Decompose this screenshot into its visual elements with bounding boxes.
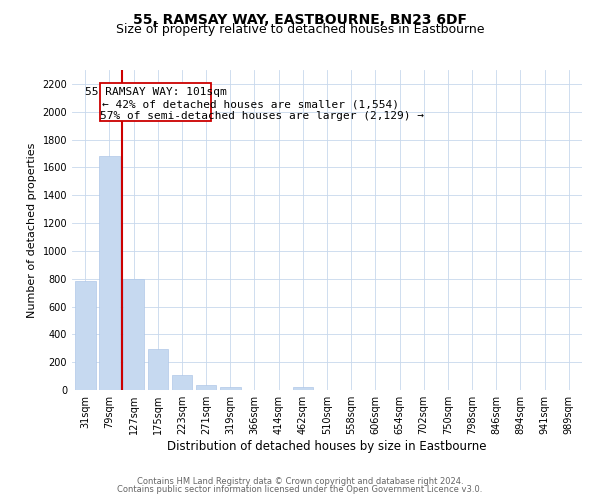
Bar xyxy=(99,156,120,390)
Bar xyxy=(124,278,144,390)
Bar xyxy=(196,385,217,390)
Bar xyxy=(220,386,241,390)
X-axis label: Distribution of detached houses by size in Eastbourne: Distribution of detached houses by size … xyxy=(167,440,487,453)
Bar xyxy=(75,282,95,390)
Text: 57% of semi-detached houses are larger (2,129) →: 57% of semi-detached houses are larger (… xyxy=(100,110,424,120)
Y-axis label: Number of detached properties: Number of detached properties xyxy=(27,142,37,318)
Text: Contains public sector information licensed under the Open Government Licence v3: Contains public sector information licen… xyxy=(118,485,482,494)
Text: 55 RAMSAY WAY: 101sqm: 55 RAMSAY WAY: 101sqm xyxy=(85,86,226,97)
FancyBboxPatch shape xyxy=(100,83,211,122)
Bar xyxy=(172,374,192,390)
Text: 55, RAMSAY WAY, EASTBOURNE, BN23 6DF: 55, RAMSAY WAY, EASTBOURNE, BN23 6DF xyxy=(133,12,467,26)
Text: ← 42% of detached houses are smaller (1,554): ← 42% of detached houses are smaller (1,… xyxy=(102,100,399,110)
Bar xyxy=(293,387,313,390)
Bar xyxy=(148,349,168,390)
Text: Size of property relative to detached houses in Eastbourne: Size of property relative to detached ho… xyxy=(116,22,484,36)
Text: Contains HM Land Registry data © Crown copyright and database right 2024.: Contains HM Land Registry data © Crown c… xyxy=(137,477,463,486)
